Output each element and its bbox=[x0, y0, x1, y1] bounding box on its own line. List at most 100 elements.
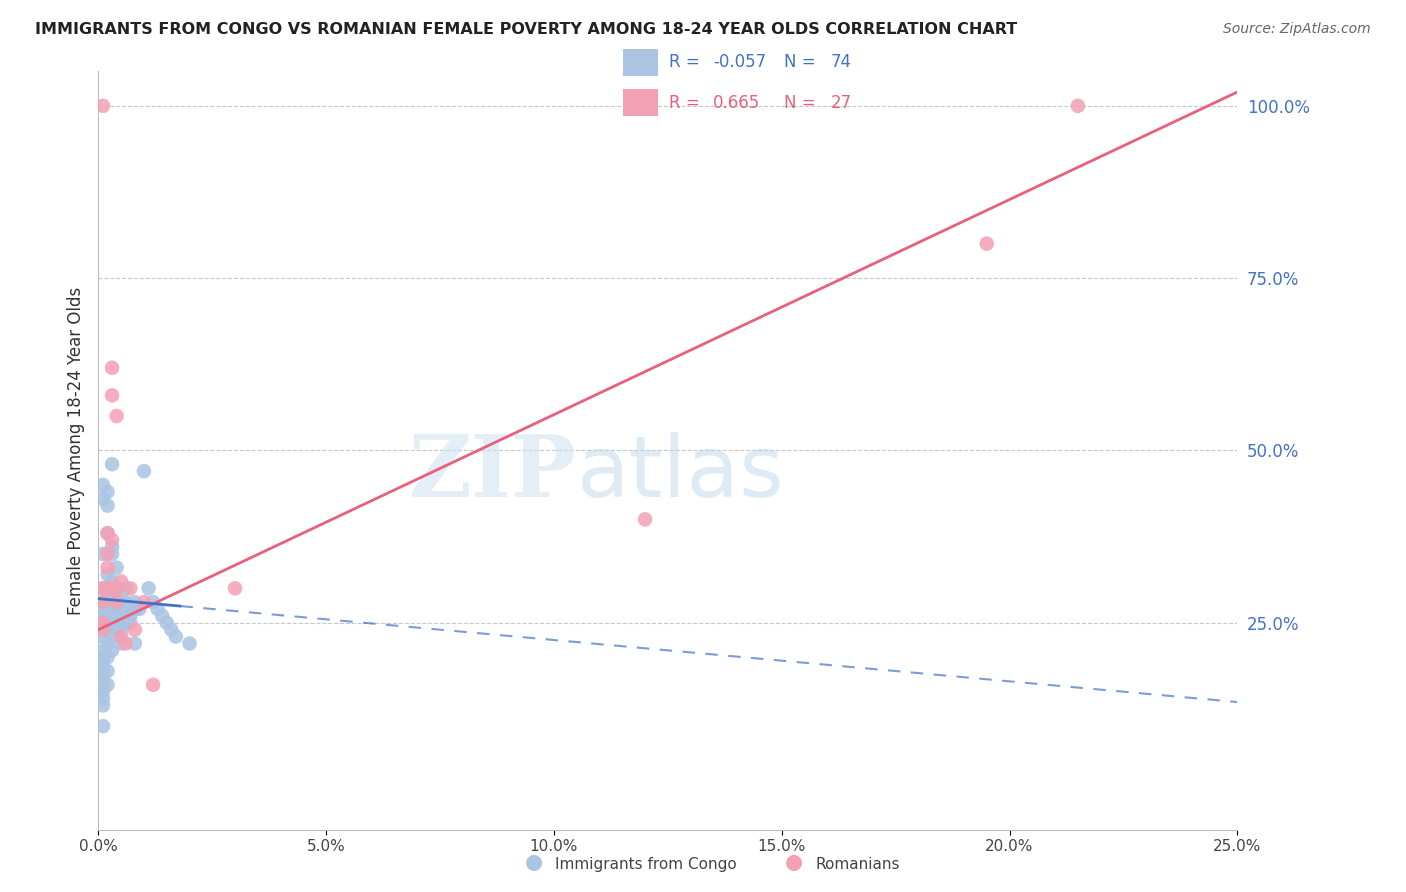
Point bbox=[91, 630, 114, 644]
Point bbox=[96, 664, 118, 678]
Point bbox=[91, 582, 114, 596]
Point bbox=[96, 499, 118, 513]
Point bbox=[96, 582, 118, 596]
Point bbox=[91, 602, 114, 616]
Point bbox=[114, 595, 136, 609]
Point bbox=[91, 664, 114, 678]
Text: -0.057: -0.057 bbox=[713, 54, 766, 71]
Point bbox=[142, 595, 165, 609]
Point bbox=[105, 602, 128, 616]
Point bbox=[976, 236, 998, 251]
Text: N =: N = bbox=[785, 54, 821, 71]
Point bbox=[105, 595, 128, 609]
Point bbox=[120, 608, 142, 623]
Point bbox=[91, 650, 114, 665]
Point bbox=[224, 582, 246, 596]
Point bbox=[101, 582, 124, 596]
Point bbox=[91, 478, 114, 492]
Point bbox=[105, 582, 128, 596]
Point bbox=[91, 684, 114, 698]
Point bbox=[91, 595, 114, 609]
Point bbox=[160, 623, 183, 637]
Point bbox=[96, 678, 118, 692]
Point bbox=[96, 547, 118, 561]
Point bbox=[101, 615, 124, 630]
Point bbox=[101, 547, 124, 561]
Point bbox=[101, 574, 124, 589]
Point bbox=[91, 99, 114, 113]
Text: ZIP: ZIP bbox=[409, 431, 576, 516]
Point bbox=[138, 582, 160, 596]
Point bbox=[96, 636, 118, 650]
Point bbox=[101, 643, 124, 657]
Point bbox=[96, 650, 118, 665]
Point bbox=[120, 615, 142, 630]
Point bbox=[96, 526, 118, 541]
Point bbox=[96, 608, 118, 623]
Point bbox=[91, 643, 114, 657]
Text: ●: ● bbox=[786, 853, 803, 872]
Point bbox=[120, 602, 142, 616]
Point bbox=[101, 582, 124, 596]
Point bbox=[124, 636, 146, 650]
Point bbox=[105, 588, 128, 602]
Point bbox=[105, 595, 128, 609]
Point bbox=[124, 623, 146, 637]
Point bbox=[96, 595, 118, 609]
Point bbox=[91, 623, 114, 637]
Point bbox=[96, 484, 118, 499]
Point bbox=[96, 623, 118, 637]
Point bbox=[91, 608, 114, 623]
Point bbox=[114, 582, 136, 596]
Point bbox=[110, 615, 132, 630]
Point bbox=[105, 623, 128, 637]
Point bbox=[124, 602, 146, 616]
Text: N =: N = bbox=[785, 94, 821, 112]
Point bbox=[91, 678, 114, 692]
Point bbox=[110, 602, 132, 616]
Point bbox=[634, 512, 657, 526]
Point bbox=[96, 560, 118, 574]
Text: Source: ZipAtlas.com: Source: ZipAtlas.com bbox=[1223, 22, 1371, 37]
Text: 74: 74 bbox=[831, 54, 852, 71]
Point bbox=[101, 533, 124, 547]
Point bbox=[110, 623, 132, 637]
Point bbox=[105, 582, 128, 596]
Point bbox=[91, 698, 114, 713]
Point bbox=[101, 388, 124, 402]
Point bbox=[91, 615, 114, 630]
Point bbox=[101, 588, 124, 602]
Point bbox=[96, 526, 118, 541]
Point bbox=[91, 671, 114, 685]
Point bbox=[105, 608, 128, 623]
Y-axis label: Female Poverty Among 18-24 Year Olds: Female Poverty Among 18-24 Year Olds bbox=[66, 286, 84, 615]
Point bbox=[101, 360, 124, 375]
Point bbox=[128, 602, 150, 616]
Point bbox=[110, 574, 132, 589]
Point bbox=[110, 595, 132, 609]
Text: 27: 27 bbox=[831, 94, 852, 112]
Point bbox=[150, 608, 173, 623]
Point bbox=[110, 608, 132, 623]
Point bbox=[142, 678, 165, 692]
Point bbox=[146, 602, 169, 616]
Point bbox=[105, 560, 128, 574]
Point bbox=[101, 540, 124, 554]
Point bbox=[101, 630, 124, 644]
Point bbox=[124, 595, 146, 609]
Point bbox=[132, 595, 155, 609]
Point bbox=[91, 615, 114, 630]
Point bbox=[120, 582, 142, 596]
Text: Immigrants from Congo: Immigrants from Congo bbox=[555, 857, 737, 872]
Point bbox=[96, 582, 118, 596]
Point bbox=[101, 602, 124, 616]
Point bbox=[132, 464, 155, 478]
Point bbox=[96, 567, 118, 582]
Point bbox=[91, 582, 114, 596]
Point bbox=[114, 602, 136, 616]
Point bbox=[91, 595, 114, 609]
Point bbox=[91, 547, 114, 561]
Text: ●: ● bbox=[526, 853, 543, 872]
Point bbox=[110, 636, 132, 650]
Point bbox=[110, 630, 132, 644]
